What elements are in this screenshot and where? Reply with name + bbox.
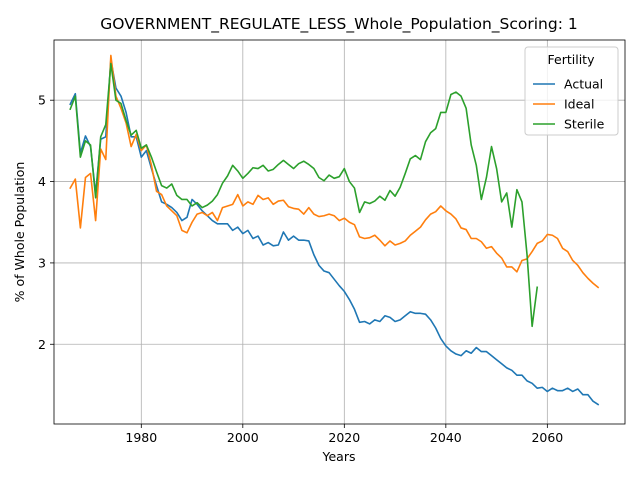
x-tick-label: 2000: [227, 430, 259, 445]
x-tick-label: 2040: [430, 430, 462, 445]
x-axis-label: Years: [322, 449, 356, 464]
chart-title: GOVERNMENT_REGULATE_LESS_Whole_Populatio…: [100, 15, 577, 34]
legend-label-sterile: Sterile: [564, 117, 605, 132]
y-tick-label: 5: [38, 93, 46, 108]
x-tick-label: 2020: [328, 430, 360, 445]
y-tick-label: 2: [38, 337, 46, 352]
y-axis: 2 3 4 5: [38, 93, 54, 352]
x-tick-label: 1980: [125, 430, 157, 445]
x-axis: 1980 2000 2020 2040 2060: [125, 424, 563, 445]
legend: Fertility Actual Ideal Sterile: [525, 47, 618, 135]
legend-title: Fertility: [548, 52, 596, 67]
y-axis-label: % of Whole Population: [12, 162, 27, 303]
y-tick-label: 4: [38, 174, 46, 189]
x-tick-label: 2060: [531, 430, 563, 445]
legend-label-actual: Actual: [564, 77, 603, 92]
legend-label-ideal: Ideal: [564, 97, 594, 112]
y-tick-label: 3: [38, 255, 46, 270]
